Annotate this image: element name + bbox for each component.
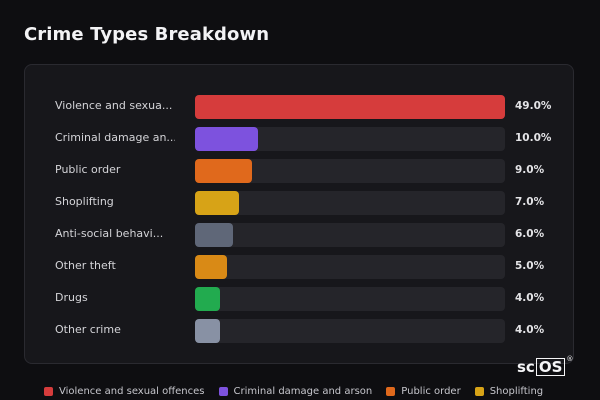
- legend-swatch: [218, 387, 228, 396]
- bar-track: [195, 95, 505, 119]
- logo-box: OS: [535, 358, 566, 376]
- value-label: 4.0%: [515, 324, 545, 336]
- bar-track: [195, 287, 505, 311]
- legend-label: Public order: [401, 386, 461, 397]
- legend-label: Shoplifting: [489, 386, 544, 397]
- category-label: Drugs: [55, 291, 88, 304]
- bar-track: [195, 159, 505, 183]
- value-label: 7.0%: [515, 196, 545, 208]
- category-label: Violence and sexua...: [55, 99, 173, 112]
- bar-track: [195, 319, 505, 343]
- legend-item: Public order: [386, 386, 461, 397]
- value-label: 10.0%: [515, 132, 552, 144]
- category-label: Other crime: [55, 323, 121, 336]
- chart-legend: Violence and sexual offences Criminal dam…: [44, 386, 557, 397]
- category-label: Public order: [55, 163, 121, 176]
- category-label: Shoplifting: [55, 195, 114, 208]
- legend-swatch: [474, 387, 484, 396]
- page-title: Crime Types Breakdown: [24, 24, 270, 45]
- value-label: 4.0%: [515, 292, 545, 304]
- logo-text: sc: [517, 358, 535, 376]
- legend-label: Criminal damage and arson: [233, 386, 373, 397]
- category-label: Other theft: [55, 259, 116, 272]
- value-label: 6.0%: [515, 228, 545, 240]
- legend-item: Violence and sexual offences: [44, 386, 205, 397]
- bar-row: Criminal damage an... 10.0%: [25, 127, 573, 151]
- bar-row: Other theft 5.0%: [25, 255, 573, 279]
- registered-mark-icon: ®: [566, 355, 574, 363]
- category-label: Anti-social behavi...: [55, 227, 164, 240]
- bar: [195, 127, 259, 151]
- bar-track: [195, 223, 505, 247]
- bar-rows: Violence and sexua... 49.0% Criminal damag…: [25, 95, 573, 351]
- bar-row: Public order 9.0%: [25, 159, 573, 183]
- bar: [195, 223, 233, 247]
- bar-track: [195, 127, 505, 151]
- value-label: 9.0%: [515, 164, 545, 176]
- legend-swatch: [44, 387, 53, 396]
- bar-row: Other crime 4.0%: [25, 319, 573, 343]
- legend-label: Violence and sexual offences: [59, 386, 205, 397]
- value-label: 49.0%: [515, 100, 552, 112]
- bar-track: [195, 255, 505, 279]
- value-label: 5.0%: [515, 260, 545, 272]
- bar: [195, 255, 227, 279]
- legend-swatch: [386, 387, 396, 396]
- bar-track: [195, 191, 505, 215]
- bar: [195, 287, 221, 311]
- bar: [195, 95, 505, 119]
- bar-row: Shoplifting 7.0%: [25, 191, 573, 215]
- bar: [195, 319, 221, 343]
- legend-item: Shoplifting: [474, 386, 544, 397]
- bar: [195, 191, 240, 215]
- scos-logo: sc OS ®: [517, 355, 574, 376]
- bar-row: Drugs 4.0%: [25, 287, 573, 311]
- chart-panel: Violence and sexua... 49.0% Criminal damag…: [24, 64, 574, 364]
- legend-item: Criminal damage and arson: [218, 386, 373, 397]
- bar-row: Violence and sexua... 49.0%: [25, 95, 573, 119]
- bar-row: Anti-social behavi... 6.0%: [25, 223, 573, 247]
- category-label: Criminal damage an...: [55, 131, 175, 144]
- bar: [195, 159, 252, 183]
